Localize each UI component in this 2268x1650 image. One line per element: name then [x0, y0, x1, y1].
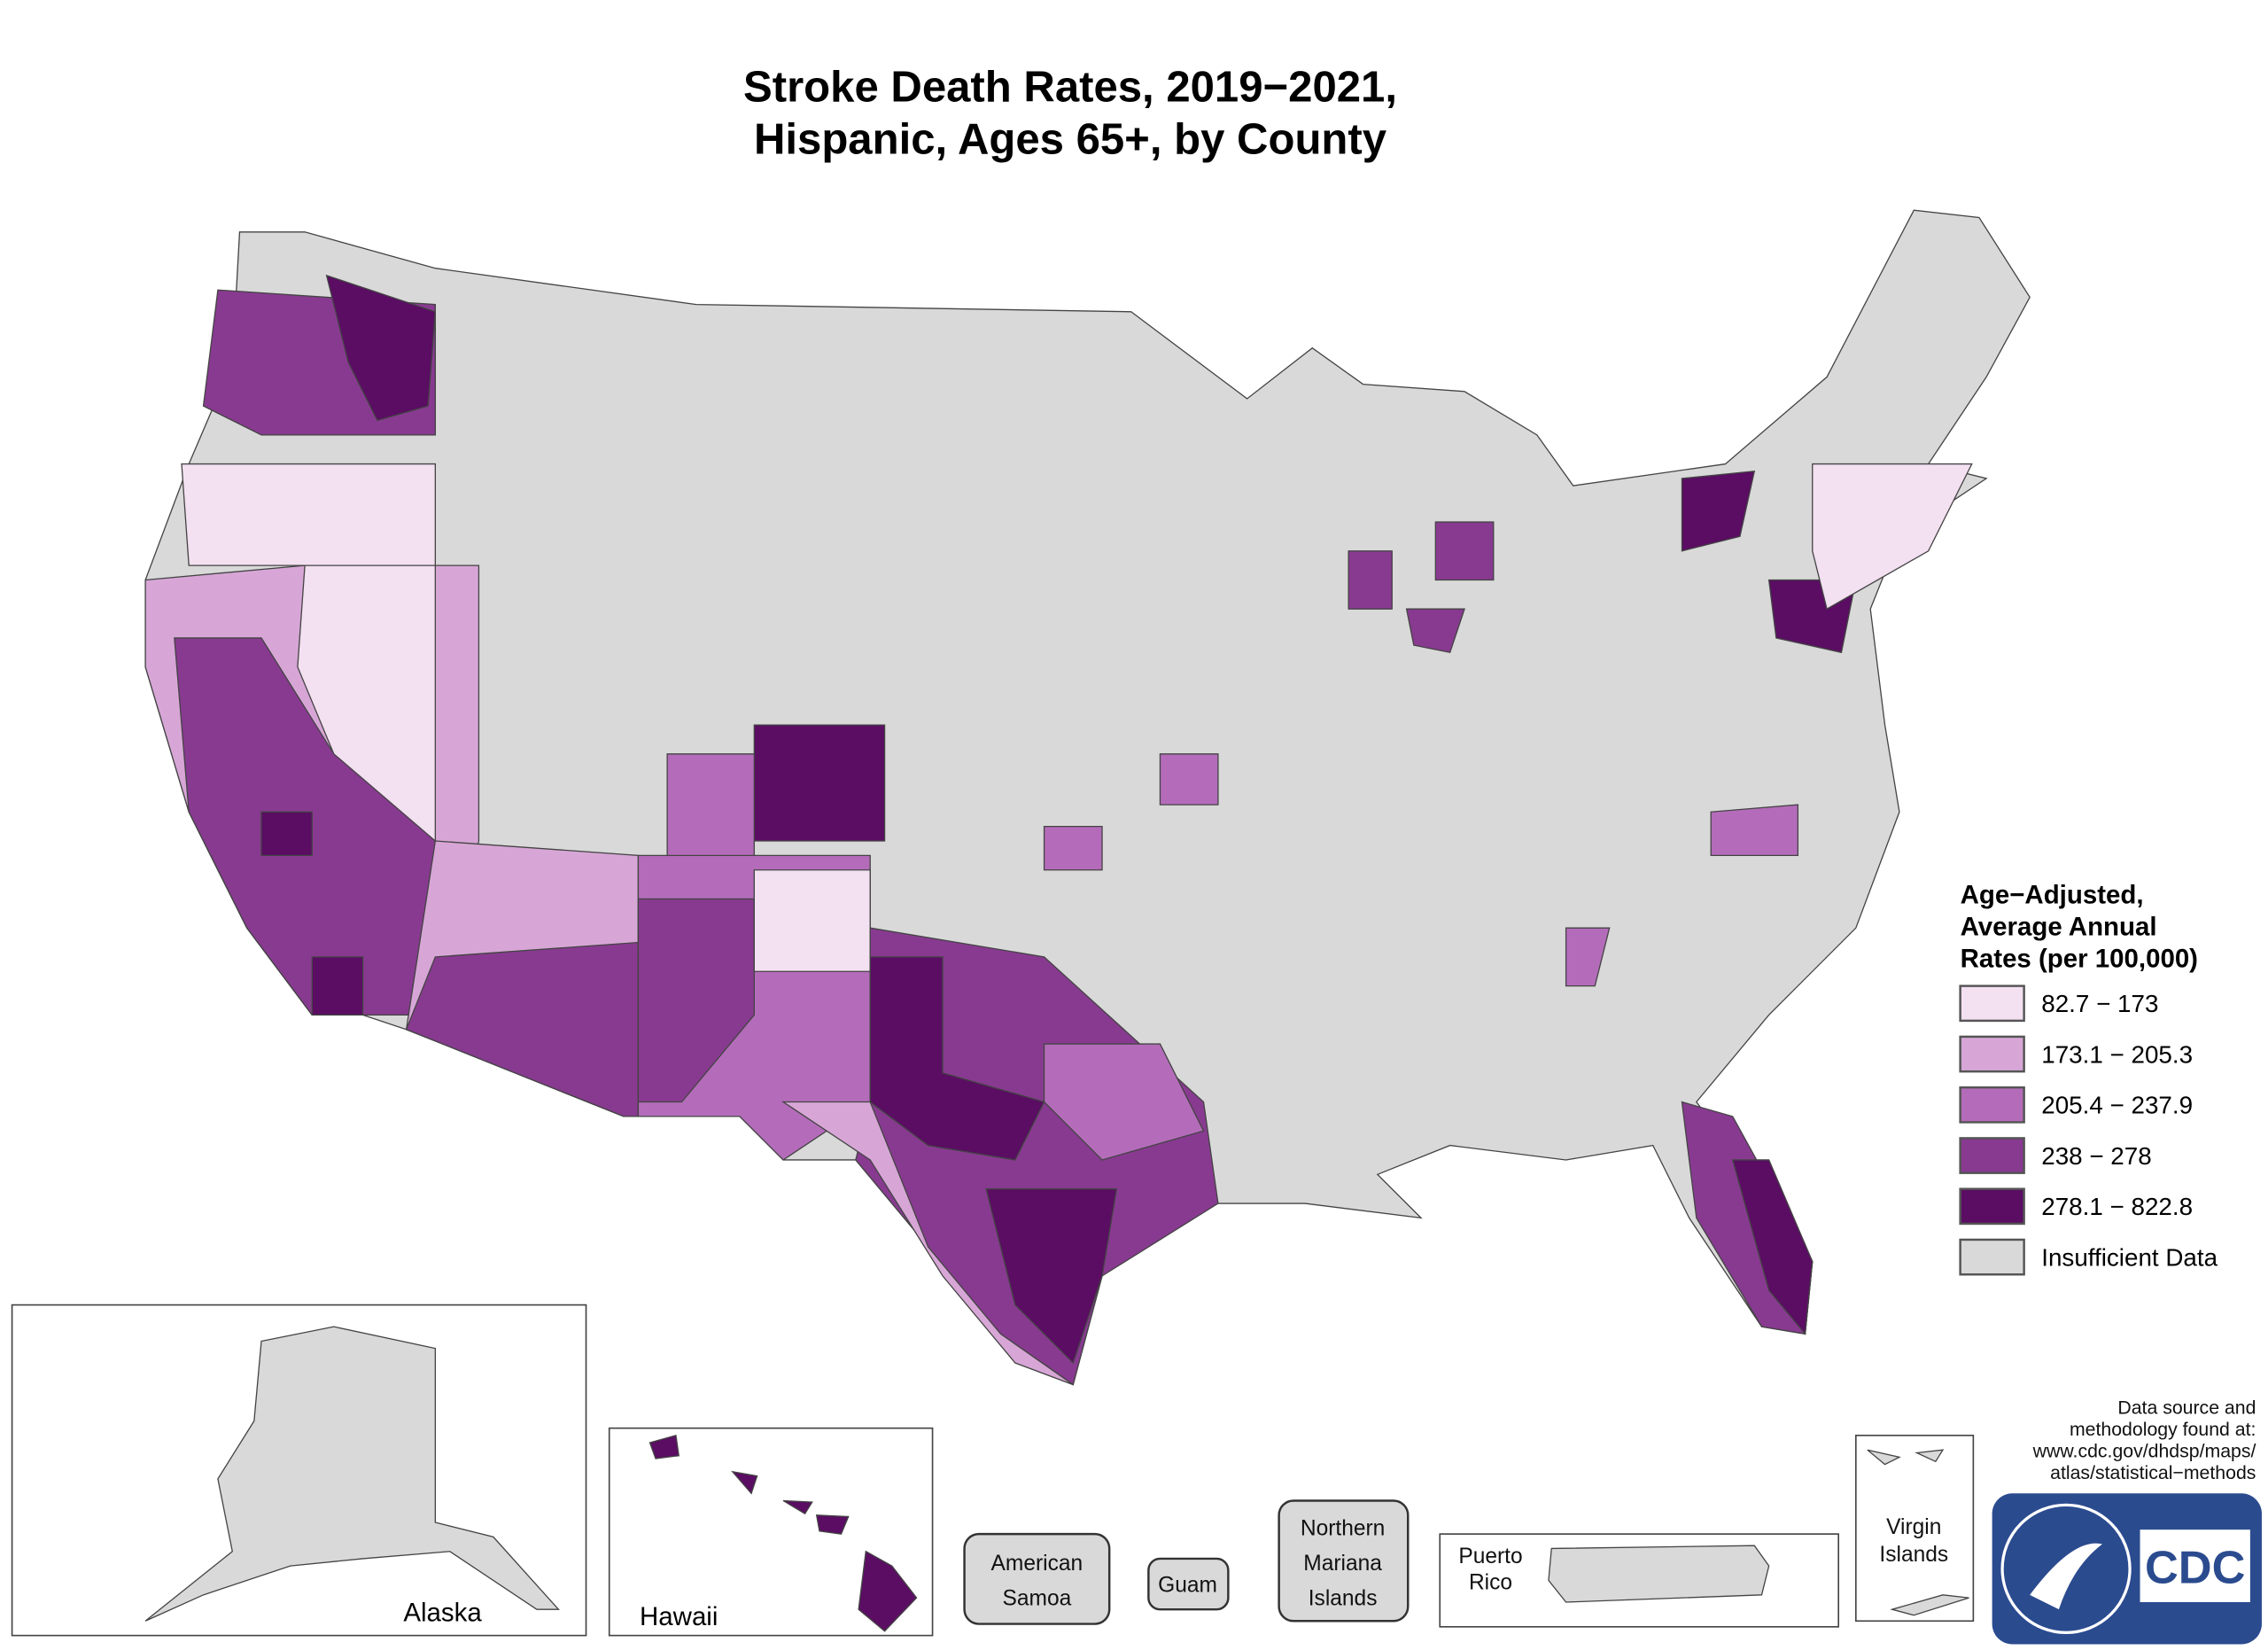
inset-label: Guam [1158, 1574, 1217, 1598]
source-note: www.cdc.gov/dhdsp/maps/ [2032, 1440, 2256, 1461]
legend-swatch [1959, 1137, 2025, 1174]
inset-label: Virgin [1886, 1515, 1941, 1539]
inset-label: Alaska [403, 1598, 482, 1627]
inset-label: Mariana [1303, 1552, 1382, 1576]
source-note: Data source and [2117, 1397, 2256, 1418]
hhs-eagle [2030, 1543, 2102, 1610]
hhs-seal [2000, 1503, 2132, 1635]
legend-swatch [1959, 985, 2025, 1023]
region [1348, 521, 1495, 654]
inset-label: Rico [1469, 1570, 1512, 1594]
source-note: methodology found at: [2070, 1419, 2256, 1440]
inset-label: Islands [1879, 1543, 1948, 1567]
virgin-islands-shape [1867, 1449, 1969, 1616]
legend-label: 278.1 − 822.8 [2041, 1193, 2193, 1220]
virgin-islands-inset [1855, 1435, 1975, 1623]
northern-mariana-box [1278, 1499, 1410, 1623]
source-note: atlas/statistical−methods [2050, 1462, 2256, 1483]
region [666, 753, 755, 857]
region [181, 463, 437, 566]
legend-label: 173.1 − 205.3 [2041, 1040, 2193, 1068]
us-map [144, 209, 2031, 1386]
title-line: Hispanic, Ages 65+, by County [754, 115, 1387, 163]
cdc-text: CDC [2145, 1543, 2245, 1594]
american-samoa-box [963, 1532, 1111, 1625]
region [1043, 753, 1799, 987]
region [869, 956, 1118, 1365]
inset-label: Islands [1309, 1586, 1378, 1610]
inset-label: Northern [1301, 1517, 1385, 1541]
inset-label: Puerto [1458, 1545, 1522, 1568]
region [637, 898, 755, 1103]
region [753, 724, 886, 842]
legend-title: Rates (per 100,000) [1961, 944, 2198, 973]
inset-label: Hawaii [640, 1602, 718, 1631]
inset-label: American [991, 1552, 1084, 1576]
legend-label: 205.4 − 237.9 [2041, 1092, 2193, 1119]
region [405, 941, 640, 1117]
region [781, 1101, 1074, 1386]
guam-box [1147, 1557, 1230, 1611]
inset-label: Samoa [1003, 1586, 1072, 1610]
region [1731, 1159, 1814, 1335]
region [260, 811, 364, 1016]
legend-swatch [1959, 1238, 2025, 1276]
hawaii-shape [649, 1435, 918, 1632]
region [1043, 1043, 1205, 1161]
title-line: Stroke Death Rates, 2019−2021, [743, 64, 1397, 112]
legend-label: Insufficient Data [2041, 1243, 2218, 1271]
legend: Age−Adjusted, Average Annual Rates (per … [1959, 880, 2218, 1276]
legend-label: 82.7 − 173 [2041, 990, 2158, 1017]
legend-title: Average Annual [1961, 912, 2157, 941]
legend-label: 238 − 278 [2041, 1142, 2151, 1170]
region [325, 274, 437, 422]
cdc-box [2140, 1529, 2250, 1603]
legend-swatch [1959, 1187, 2025, 1226]
legend-swatch [1959, 1035, 2025, 1073]
region [1812, 463, 1973, 611]
legend-title: Age−Adjusted, [1961, 880, 2144, 909]
region [753, 869, 871, 972]
alaska-shape [144, 1326, 560, 1622]
puerto-rico-shape [1548, 1545, 1770, 1603]
legend-swatch [1959, 1086, 2025, 1124]
